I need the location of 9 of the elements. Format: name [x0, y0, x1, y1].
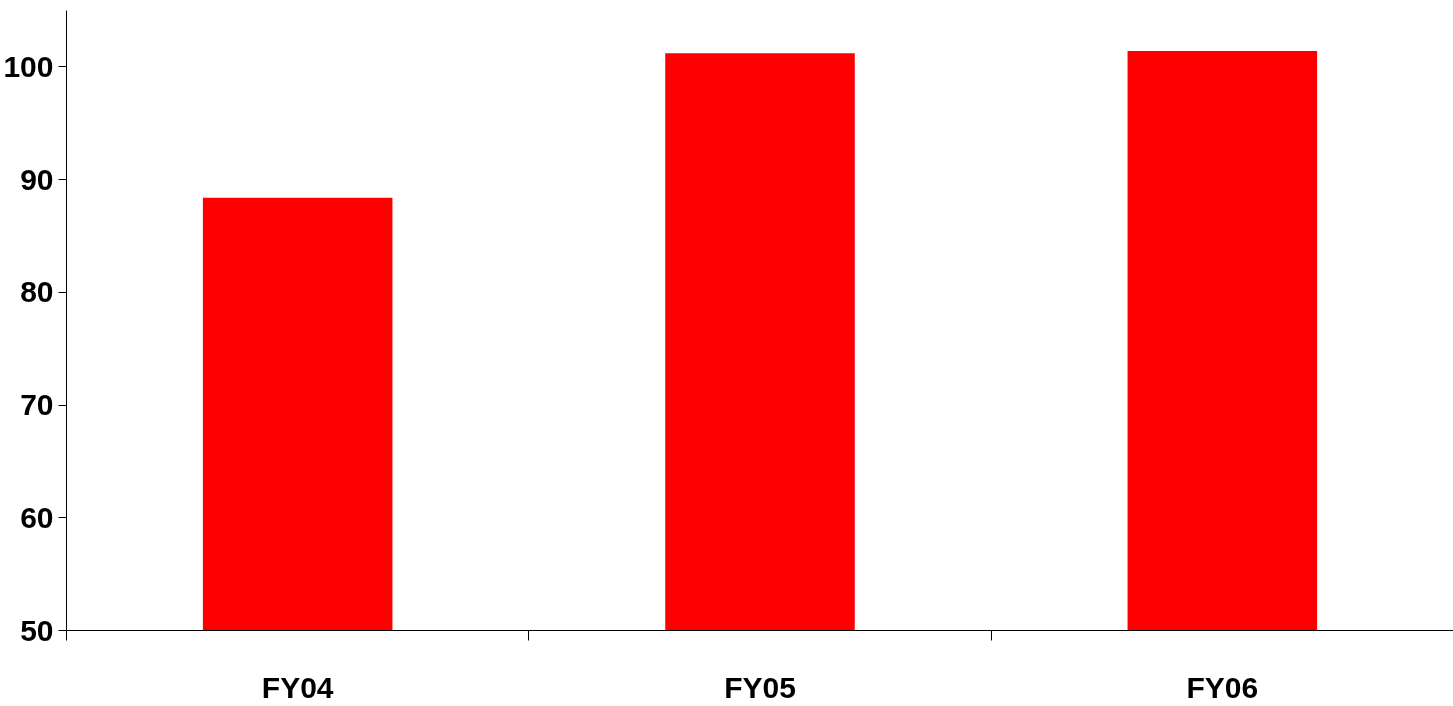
y-tick-label: 80 [20, 275, 54, 309]
y-tick-label: 100 [3, 49, 54, 83]
y-tick-label: 90 [20, 162, 54, 196]
x-tick-label: FY05 [724, 670, 796, 704]
x-tick-label: FY04 [261, 670, 334, 704]
x-tick-label: FY06 [1186, 670, 1259, 704]
y-tick-label: 70 [20, 388, 54, 422]
y-tick-label: 50 [20, 613, 54, 647]
y-tick-label: 60 [20, 500, 54, 534]
